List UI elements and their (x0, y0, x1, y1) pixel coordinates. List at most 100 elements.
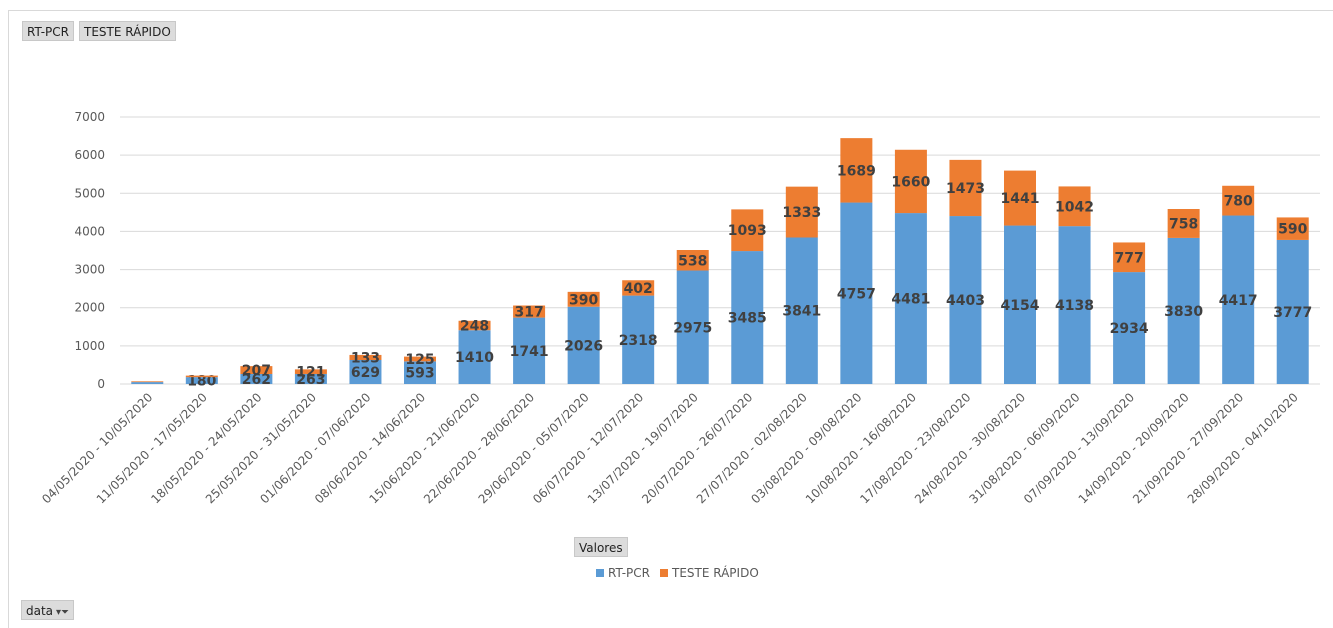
data-label-teste-rapido: 1441 (1001, 191, 1040, 207)
bar-teste-rapido (131, 381, 164, 383)
data-label-teste-rapido: 390 (569, 292, 598, 308)
bar-teste-rapido (185, 375, 218, 378)
data-label-teste-rapido: 1689 (837, 163, 876, 179)
y-tick-label: 5000 (74, 186, 105, 200)
legend-label-teste-rapido: TESTE RÁPIDO (671, 566, 759, 580)
data-label-teste-rapido: 1660 (891, 174, 930, 190)
bar-teste-rapido (676, 250, 709, 271)
x-tick-label: 28/09/2020 - 04/10/2020 (1185, 390, 1301, 506)
data-label-rtpcr: 3485 (728, 311, 767, 327)
data-label-teste-rapido: 248 (460, 318, 489, 334)
bar-teste-rapido (894, 149, 927, 214)
x-tick-label: 07/09/2020 - 13/09/2020 (1021, 390, 1137, 506)
y-tick-label: 1000 (74, 339, 105, 353)
x-tick-label: 14/09/2020 - 20/09/2020 (1076, 390, 1192, 506)
x-tick-label: 20/07/2020 - 26/07/2020 (639, 390, 755, 506)
bar-rtpcr (567, 306, 600, 384)
data-label-rtpcr: 180 (187, 374, 216, 390)
x-tick-label: 15/06/2020 - 21/06/2020 (366, 390, 482, 506)
bar-teste-rapido (404, 356, 436, 362)
bar-rtpcr (458, 330, 491, 384)
x-tick-label: 11/05/2020 - 17/05/2020 (94, 390, 210, 506)
x-tick-label: 10/08/2020 - 16/08/2020 (803, 390, 919, 506)
data-label-rtpcr: 4417 (1219, 293, 1258, 309)
field-button-data-label: data (26, 604, 54, 618)
x-tick-label: 24/08/2020 - 30/08/2020 (912, 390, 1028, 506)
data-label-rtpcr: 2934 (1110, 321, 1149, 337)
y-tick-label: 3000 (74, 263, 105, 277)
data-label-rtpcr: 593 (405, 366, 434, 382)
data-label-teste-rapido: 538 (678, 253, 707, 269)
bar-teste-rapido (1167, 209, 1200, 238)
data-label-rtpcr: 1741 (510, 344, 549, 360)
data-label-rtpcr: 263 (296, 372, 325, 388)
bar-rtpcr (404, 361, 436, 384)
pivot-chart-frame (8, 10, 1333, 628)
data-label-rtpcr: 4154 (1001, 298, 1040, 314)
data-label-teste-rapido: 125 (405, 352, 434, 368)
x-tick-label: 25/05/2020 - 31/05/2020 (203, 390, 319, 506)
data-label-teste-rapido: 777 (1114, 250, 1143, 266)
legend-swatch-teste-rapido (659, 569, 668, 577)
legend-item-rtpcr: RT-PCR (596, 566, 650, 580)
data-label-rtpcr: 3841 (782, 304, 821, 320)
bar-teste-rapido (458, 320, 491, 331)
legend-label-rtpcr: RT-PCR (608, 566, 650, 580)
x-tick-label: 13/07/2020 - 19/07/2020 (585, 390, 701, 506)
bar-teste-rapido (949, 159, 982, 217)
data-label-teste-rapido: 590 (1278, 222, 1307, 238)
data-label-rtpcr: 4138 (1055, 298, 1094, 314)
bar-teste-rapido (1058, 186, 1091, 227)
bar-rtpcr (240, 374, 273, 384)
data-label-teste-rapido: 780 (1224, 194, 1253, 210)
bar-teste-rapido (622, 280, 655, 296)
bar-rtpcr (294, 373, 327, 384)
field-button-teste-rapido[interactable]: TESTE RÁPIDO (79, 21, 176, 41)
bar-teste-rapido (1276, 217, 1309, 240)
y-tick-label: 7000 (74, 110, 105, 124)
chart-legend: RT-PCR TESTE RÁPIDO (596, 566, 769, 580)
bar-teste-rapido (1004, 170, 1036, 226)
field-button-valores[interactable]: Valores (574, 537, 628, 557)
data-label-teste-rapido: 121 (296, 365, 325, 381)
data-label-rtpcr: 3830 (1164, 304, 1203, 320)
field-button-rtpcr[interactable]: RT-PCR (22, 21, 74, 41)
bar-rtpcr (1276, 239, 1309, 384)
data-label-teste-rapido: 1333 (782, 205, 821, 221)
data-label-rtpcr: 2026 (564, 338, 603, 354)
bar-rtpcr (731, 251, 764, 384)
data-label-rtpcr: 4403 (946, 293, 985, 309)
bar-teste-rapido (1113, 242, 1146, 273)
data-label-rtpcr: 2318 (619, 333, 658, 349)
x-tick-label: 08/06/2020 - 14/06/2020 (312, 390, 428, 506)
data-label-teste-rapido: 207 (242, 363, 271, 379)
field-button-data[interactable]: data ▾⏷ (21, 600, 75, 620)
x-tick-label: 01/06/2020 - 07/06/2020 (257, 390, 373, 506)
bar-teste-rapido (1222, 185, 1255, 216)
y-tick-label: 6000 (74, 148, 105, 162)
bar-rtpcr (1058, 226, 1091, 384)
bar-rtpcr (1004, 225, 1036, 384)
x-tick-label: 18/05/2020 - 24/05/2020 (148, 390, 264, 506)
data-label-rtpcr: 629 (351, 365, 380, 381)
x-tick-label: 22/06/2020 - 28/06/2020 (421, 390, 537, 506)
y-tick-label: 2000 (74, 301, 105, 315)
bar-teste-rapido (731, 209, 764, 252)
data-label-teste-rapido: 402 (624, 281, 653, 297)
filter-dropdown-icon[interactable]: ▾⏷ (56, 607, 70, 618)
x-tick-label: 04/05/2020 - 10/05/2020 (39, 390, 155, 506)
bar-rtpcr (894, 213, 927, 384)
bar-teste-rapido (840, 138, 873, 203)
data-label-teste-rapido: 1042 (1055, 199, 1094, 215)
data-label-rtpcr: 3777 (1273, 305, 1312, 321)
y-tick-label: 4000 (74, 224, 105, 238)
data-label-rtpcr: 4481 (891, 292, 930, 308)
bar-teste-rapido (240, 366, 273, 375)
bar-teste-rapido (294, 369, 327, 374)
data-label-teste-rapido: 1093 (728, 223, 767, 239)
bar-rtpcr (1113, 272, 1146, 384)
data-label-rtpcr: 262 (242, 372, 271, 388)
data-label-teste-rapido: 133 (351, 350, 380, 366)
data-label-rtpcr: 2975 (673, 320, 712, 336)
bar-rtpcr (513, 317, 546, 384)
